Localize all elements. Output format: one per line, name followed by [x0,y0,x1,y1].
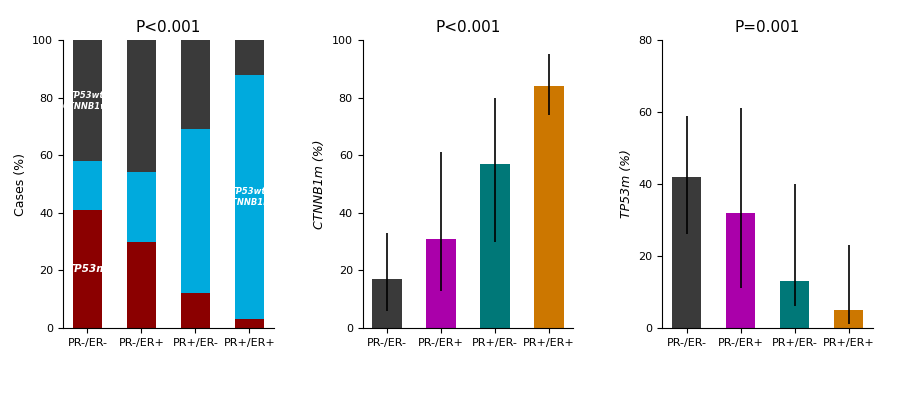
Y-axis label: CTNNB1m (%): CTNNB1m (%) [313,139,327,229]
Text: TP53wt/
CTNNB1m: TP53wt/ CTNNB1m [226,187,273,207]
Bar [725,213,755,328]
Title: P=0.001: P=0.001 [734,20,800,35]
Y-axis label: Cases (%): Cases (%) [14,152,27,216]
Bar [73,161,103,210]
Text: TP53m: TP53m [68,264,107,274]
Title: P<0.001: P<0.001 [436,20,500,35]
Bar [535,86,564,328]
Bar [73,40,103,161]
Bar [181,294,211,328]
Bar [235,74,265,319]
Bar [426,239,455,328]
Bar [127,40,157,172]
Bar [372,279,401,328]
Bar [235,319,265,328]
Bar [181,40,211,129]
Y-axis label: TP53m (%): TP53m (%) [620,150,633,218]
Bar [779,281,809,328]
Bar [181,129,211,294]
Bar [671,177,701,328]
Bar [235,40,265,74]
Text: TP53wt/
CTNNB1wt: TP53wt/ CTNNB1wt [62,90,112,110]
Title: P<0.001: P<0.001 [136,20,202,35]
Bar [481,164,510,328]
Bar [73,210,103,328]
Bar [127,172,157,242]
Bar [833,310,863,328]
Bar [127,242,157,328]
